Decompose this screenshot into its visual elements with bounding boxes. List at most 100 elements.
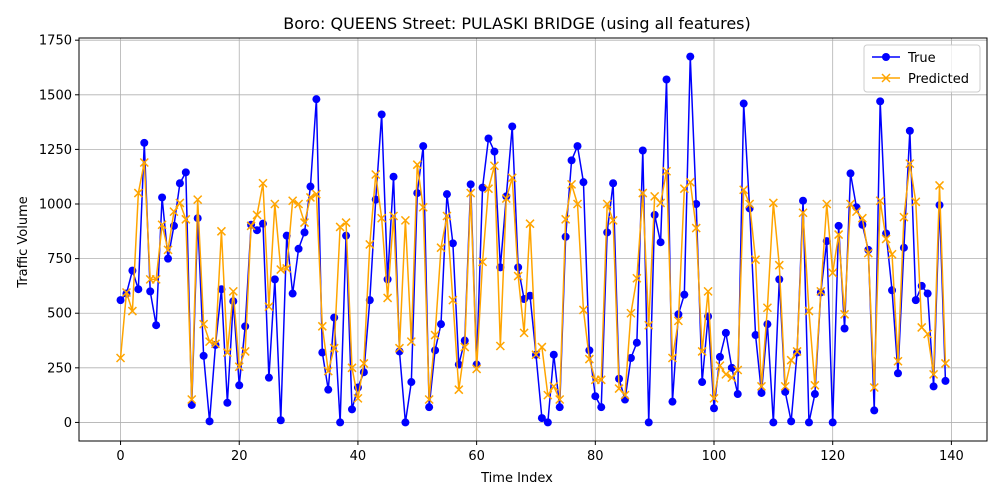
data-point: [769, 418, 778, 427]
data-point: [626, 353, 635, 362]
data-point: [353, 393, 363, 403]
data-point: [870, 406, 879, 415]
data-point: [525, 219, 535, 229]
data-point: [228, 286, 238, 296]
data-point: [199, 351, 208, 360]
data-point: [425, 403, 434, 412]
data-point: [561, 214, 571, 224]
data-point: [442, 190, 451, 199]
data-point: [193, 195, 203, 205]
data-point: [216, 226, 226, 236]
data-point: [400, 215, 410, 225]
x-tick-label: 0: [116, 449, 124, 464]
data-point: [923, 329, 933, 339]
data-point: [359, 358, 369, 368]
data-point: [508, 122, 517, 131]
data-point: [472, 364, 482, 374]
chart-title: Boro: QUEENS Street: PULASKI BRIDGE (usi…: [283, 14, 751, 33]
data-point: [691, 223, 701, 233]
data-point: [448, 295, 458, 305]
data-point: [210, 339, 221, 349]
data-point: [413, 189, 422, 198]
data-point: [893, 356, 903, 366]
legend-item: True: [872, 51, 936, 66]
data-point: [940, 358, 950, 368]
y-tick-label: 1000: [39, 198, 72, 213]
data-point: [739, 185, 749, 195]
data-point: [762, 303, 772, 313]
data-point: [537, 414, 546, 423]
data-point: [252, 210, 262, 220]
data-point: [389, 172, 398, 181]
data-point: [698, 378, 707, 387]
data-point: [656, 198, 666, 208]
legend-swatch-marker: [882, 53, 890, 61]
data-point: [810, 390, 819, 399]
data-point: [222, 348, 232, 358]
x-tick-label: 80: [587, 449, 604, 464]
data-point: [347, 363, 357, 373]
data-point: [609, 179, 618, 188]
data-point: [668, 397, 677, 406]
data-point: [703, 286, 713, 296]
data-point: [875, 196, 885, 206]
data-point: [620, 390, 630, 400]
data-point: [466, 180, 475, 189]
x-tick-label: 140: [939, 449, 964, 464]
data-point: [620, 395, 629, 404]
data-point: [710, 404, 719, 413]
data-point: [780, 381, 790, 391]
data-point: [786, 355, 796, 365]
data-point: [685, 177, 695, 187]
data-point: [602, 199, 612, 209]
data-point: [549, 350, 558, 359]
data-point: [763, 320, 772, 329]
data-point: [661, 166, 672, 176]
data-point: [305, 192, 315, 202]
data-point: [882, 229, 891, 238]
data-point: [418, 202, 428, 212]
data-point: [543, 418, 552, 427]
data-point: [680, 290, 689, 299]
data-point: [311, 189, 321, 199]
data-point: [828, 418, 837, 427]
data-point: [406, 337, 416, 347]
data-point: [288, 196, 298, 206]
data-point: [787, 417, 796, 426]
x-tick-label: 40: [350, 449, 367, 464]
data-point: [537, 342, 547, 352]
data-point: [169, 207, 179, 217]
data-point: [845, 199, 856, 209]
y-tick-label: 250: [47, 361, 72, 376]
data-point: [887, 249, 897, 259]
data-point: [235, 381, 244, 390]
data-point: [709, 393, 719, 403]
legend: True Predicted: [863, 44, 981, 93]
x-tick-label: 20: [231, 449, 248, 464]
data-point: [899, 212, 909, 222]
data-point: [181, 214, 191, 224]
data-point: [543, 390, 553, 400]
data-point: [437, 320, 446, 329]
data-point: [697, 346, 707, 356]
data-point: [324, 385, 333, 394]
data-point: [407, 378, 416, 387]
y-tick-label: 0: [64, 416, 72, 431]
data-point: [929, 369, 939, 379]
data-point: [163, 245, 173, 255]
data-point: [253, 226, 262, 235]
data-point: [335, 222, 345, 232]
data-point: [810, 380, 820, 390]
data-point: [312, 95, 321, 104]
data-point: [727, 373, 737, 383]
data-point: [662, 75, 671, 84]
data-point: [240, 346, 250, 356]
data-point: [306, 182, 315, 191]
data-point: [526, 291, 535, 300]
data-point: [519, 328, 529, 338]
data-point: [834, 230, 844, 240]
data-point: [288, 289, 297, 298]
data-point: [644, 418, 653, 427]
data-point: [911, 197, 921, 207]
data-point: [157, 220, 167, 230]
